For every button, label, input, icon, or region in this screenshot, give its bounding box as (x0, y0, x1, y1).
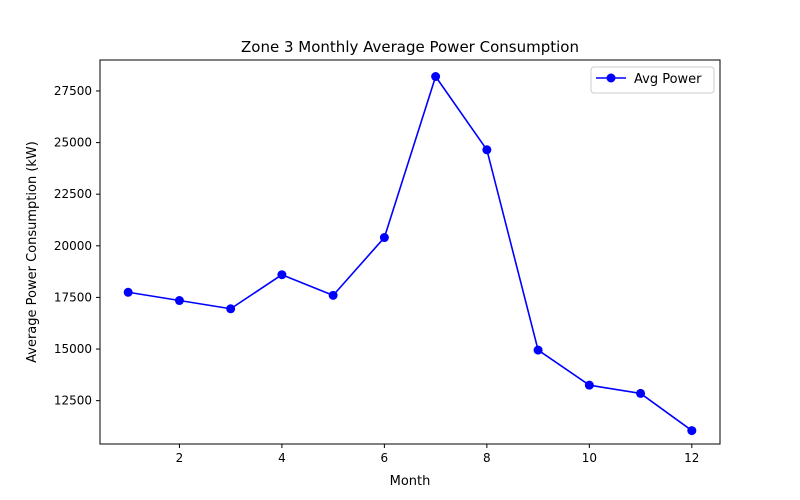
legend-label: Avg Power (634, 72, 702, 87)
data-point (174, 296, 184, 306)
x-axis-ticks: 2 4 6 8 10 12 (176, 444, 699, 465)
data-point (328, 290, 338, 300)
legend-box (590, 66, 715, 94)
data-point (636, 388, 646, 398)
data-point (482, 145, 492, 155)
chart-title: Zone 3 Monthly Average Power Consumption (241, 38, 579, 56)
x-tick-label: 6 (381, 451, 389, 465)
plot-area (99, 59, 721, 445)
data-point (584, 380, 594, 390)
y-tick-label: 20000 (54, 239, 92, 253)
series-layer (123, 72, 697, 436)
y-tick-label: 15000 (54, 342, 92, 356)
y-tick-label: 17500 (54, 290, 92, 304)
x-tick-label: 2 (176, 451, 184, 465)
data-point (431, 72, 441, 82)
data-point (277, 270, 287, 280)
y-tick-label: 22500 (54, 187, 92, 201)
data-point (379, 233, 389, 243)
data-point (687, 426, 697, 436)
data-point (533, 345, 543, 355)
x-tick-label: 10 (582, 451, 597, 465)
y-tick-label: 25000 (54, 136, 92, 150)
y-axis-ticks: 12500 15000 17500 20000 22500 25000 27500 (54, 84, 100, 408)
data-point (226, 304, 236, 314)
x-tick-label: 8 (483, 451, 491, 465)
x-tick-label: 4 (278, 451, 286, 465)
legend-marker-sample (606, 73, 616, 83)
series-line (128, 75, 693, 432)
data-point (123, 287, 133, 297)
y-axis-label: Average Power Consumption (kW) (25, 141, 40, 363)
x-axis-label: Month (390, 474, 431, 489)
y-tick-label: 27500 (54, 84, 92, 98)
plot-frame (99, 59, 721, 445)
x-tick-label: 12 (684, 451, 699, 465)
legend: Avg Power (590, 66, 715, 94)
y-tick-label: 12500 (54, 394, 92, 408)
